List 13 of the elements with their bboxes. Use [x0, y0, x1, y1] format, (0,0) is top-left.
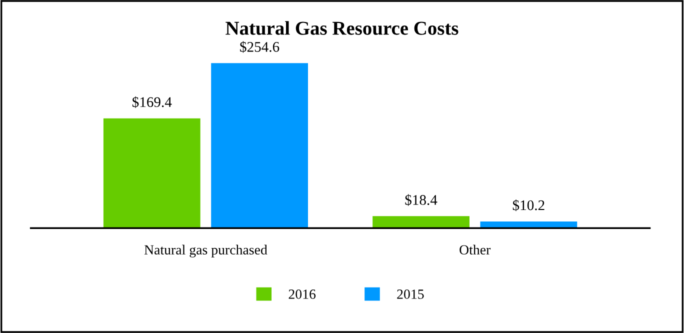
bar [211, 63, 308, 228]
x-tick-label: Other [460, 244, 491, 255]
bar [480, 221, 578, 228]
bar [103, 118, 200, 228]
x-tick-label: Natural gas purchased [144, 244, 268, 258]
chart-title: Natural Gas Resource Costs [226, 21, 458, 35]
legend-label: 2016 [288, 290, 316, 299]
bar [372, 216, 470, 228]
data-label: $18.4 [405, 194, 438, 206]
data-label: $254.6 [240, 41, 280, 53]
data-label: $169.4 [132, 96, 172, 108]
data-label: $10.2 [512, 199, 544, 212]
legend-label: 2015 [397, 290, 424, 299]
